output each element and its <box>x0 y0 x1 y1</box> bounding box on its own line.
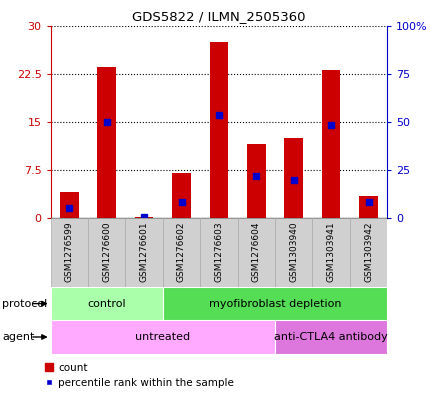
Bar <box>51 218 88 287</box>
Bar <box>238 218 275 287</box>
Text: anti-CTLA4 antibody: anti-CTLA4 antibody <box>274 332 388 342</box>
Text: GSM1276604: GSM1276604 <box>252 222 261 282</box>
Bar <box>125 218 163 287</box>
Bar <box>200 218 238 287</box>
Bar <box>247 144 266 218</box>
Bar <box>135 217 154 218</box>
Bar <box>209 42 228 218</box>
Bar <box>172 173 191 218</box>
Title: GDS5822 / ILMN_2505360: GDS5822 / ILMN_2505360 <box>132 10 306 23</box>
Text: control: control <box>88 299 126 309</box>
Text: untreated: untreated <box>135 332 191 342</box>
Text: GSM1276602: GSM1276602 <box>177 222 186 282</box>
Bar <box>275 218 312 287</box>
Bar <box>97 67 116 218</box>
Text: GSM1276603: GSM1276603 <box>214 222 224 282</box>
Text: GSM1276601: GSM1276601 <box>139 222 149 282</box>
Text: myofibroblast depletion: myofibroblast depletion <box>209 299 341 309</box>
Bar <box>163 287 387 320</box>
Bar <box>359 196 378 218</box>
Bar <box>350 218 387 287</box>
Bar <box>51 287 163 320</box>
Text: GSM1276599: GSM1276599 <box>65 222 74 282</box>
Text: agent: agent <box>2 332 35 342</box>
Text: GSM1303940: GSM1303940 <box>289 222 298 282</box>
Text: GSM1303942: GSM1303942 <box>364 222 373 282</box>
Text: protocol: protocol <box>2 299 48 309</box>
Text: GSM1303941: GSM1303941 <box>326 222 336 282</box>
Bar <box>51 320 275 354</box>
Bar <box>312 218 350 287</box>
Legend: count, percentile rank within the sample: count, percentile rank within the sample <box>45 363 234 388</box>
Bar <box>284 138 303 218</box>
Bar <box>322 70 341 218</box>
Bar <box>275 320 387 354</box>
Text: GSM1276600: GSM1276600 <box>102 222 111 282</box>
Bar <box>60 193 79 218</box>
Bar <box>88 218 125 287</box>
Bar <box>163 218 200 287</box>
